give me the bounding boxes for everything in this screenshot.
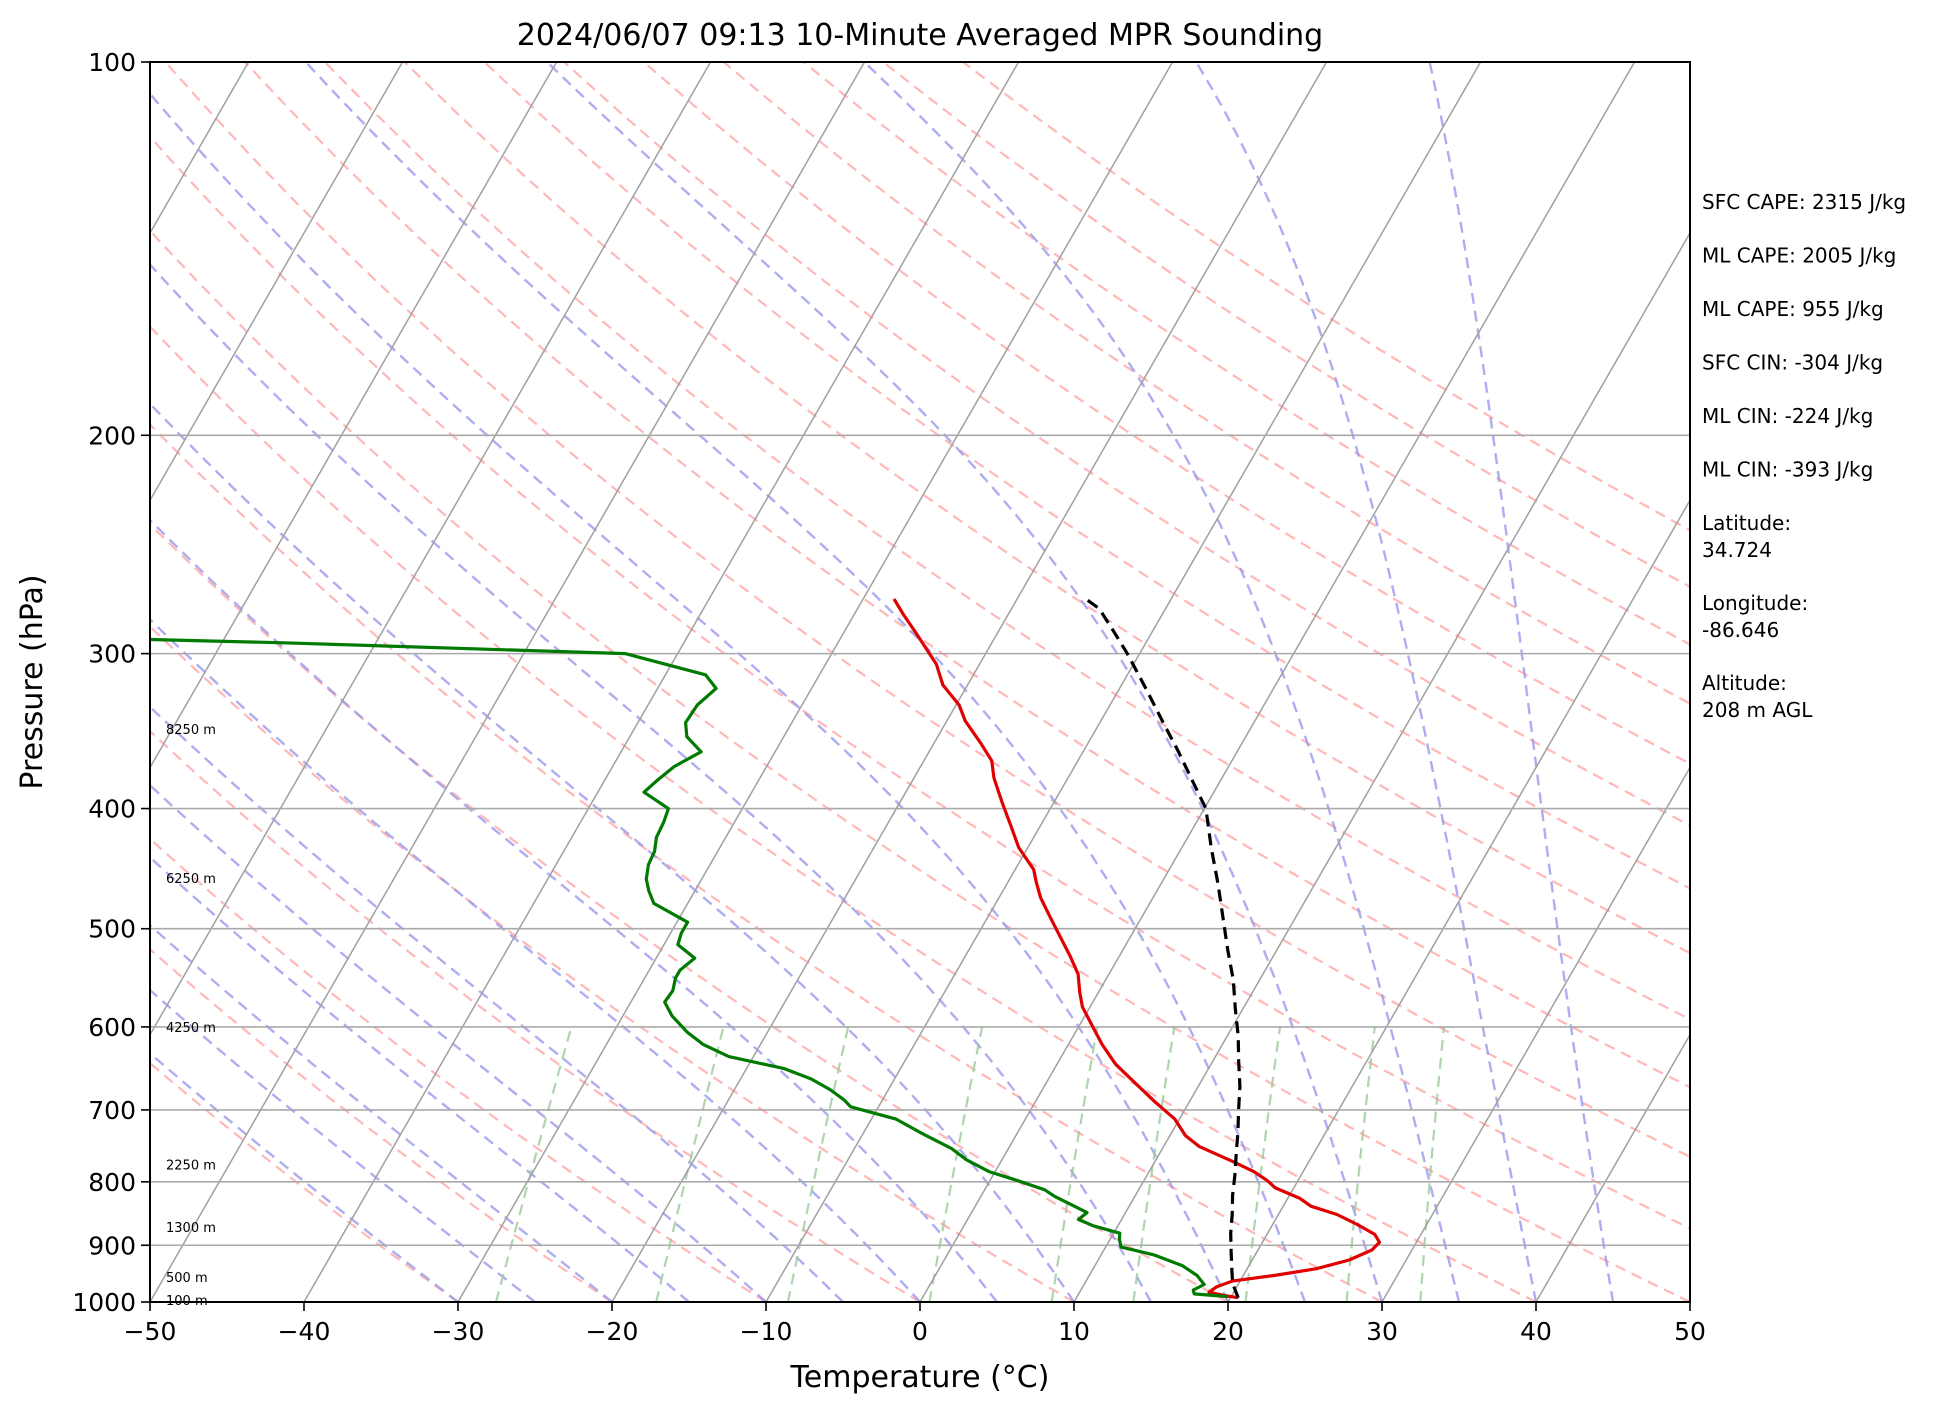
sounding-series: [150, 595, 1382, 1300]
mixing-ratio-line: [1345, 1026, 1376, 1302]
isotherm-line: [1073, 231, 1690, 1302]
sounding-parameter: SFC CAPE: 2315 J/kg: [1702, 190, 1906, 214]
height-label: 4250 m: [166, 1021, 216, 1036]
dry-adiabat-line: [802, 62, 1690, 646]
sounding-parameter: ML CAPE: 955 J/kg: [1702, 297, 1884, 321]
isotherm-line: [303, 62, 1020, 1302]
sounding-parameter: Latitude: 34.724: [1702, 511, 1791, 562]
isotherm-line: [765, 62, 1482, 1302]
y-tick-label: 200: [88, 421, 136, 450]
dry-adiabat-line: [150, 1061, 459, 1302]
y-tick-label: 500: [88, 915, 136, 944]
y-tick-label: 800: [88, 1168, 136, 1197]
dry-adiabat-line: [150, 947, 613, 1302]
x-tick-label: −40: [278, 1317, 331, 1346]
y-axis-title: Pressure (hPa): [15, 574, 50, 789]
dry-adiabat-line: [150, 625, 1075, 1302]
isotherm-line: [457, 62, 1174, 1302]
x-axis-title: Temperature (°C): [790, 1360, 1050, 1395]
dry-adiabat-line: [150, 422, 1383, 1302]
y-axis-ticks: 100 200 300 400 500 600 700 800 900 1000: [72, 48, 150, 1317]
x-tick-label: −10: [740, 1317, 793, 1346]
x-tick-label: −30: [432, 1317, 485, 1346]
y-tick-label: 400: [88, 795, 136, 824]
moist-adiabat-line: [150, 262, 1153, 1302]
dry-adiabat-line: [164, 62, 1690, 1159]
y-tick-label: 600: [88, 1013, 136, 1042]
y-tick-label: 1000: [72, 1288, 136, 1317]
mixing-ratio-line: [1419, 1026, 1446, 1302]
mixing-ratio-line: [1050, 1026, 1099, 1302]
moist-adiabat-line: [150, 705, 844, 1302]
sounding-parameter: SFC CIN: -304 J/kg: [1702, 351, 1883, 375]
mixing-ratio-line: [494, 1026, 573, 1302]
x-tick-label: 50: [1674, 1317, 1706, 1346]
moist-adiabat-line: [304, 62, 1307, 1302]
isotherm-line: [150, 62, 404, 502]
dry-adiabat-line: [150, 134, 1690, 1230]
moist-adiabat-line: [1428, 62, 1615, 1302]
sounding-parameter: ML CIN: -224 J/kg: [1702, 404, 1873, 428]
height-label: 6250 m: [166, 872, 216, 887]
dry-adiabat-line: [324, 62, 1690, 1021]
sounding-parameters: SFC CAPE: 2315 J/kg ML CAPE: 2005 J/kg ML …: [1702, 190, 1906, 722]
y-tick-label: 300: [88, 640, 136, 669]
height-label: 2250 m: [166, 1159, 216, 1174]
dry-adiabat-line: [150, 522, 1229, 1302]
y-tick-label: 700: [88, 1096, 136, 1125]
sounding-parameter: Altitude: 208 m AGL: [1702, 671, 1813, 722]
moist-adiabat-line: [150, 988, 536, 1302]
isotherm-line: [150, 62, 866, 1302]
dry-adiabat-line: [150, 324, 1537, 1302]
moist-adiabat-line: [150, 855, 690, 1302]
sounding-parameter: ML CIN: -393 J/kg: [1702, 458, 1873, 482]
dry-adiabat-line: [643, 62, 1690, 766]
sounding-parameter: ML CAPE: 2005 J/kg: [1702, 244, 1896, 268]
height-label: 1300 m: [166, 1221, 216, 1236]
background-lines: [150, 62, 1690, 1302]
isotherm-line: [150, 62, 712, 1037]
isotherm-line: [1381, 766, 1690, 1302]
x-tick-label: 10: [1058, 1317, 1090, 1346]
x-tick-label: −50: [124, 1317, 177, 1346]
moist-adiabat-line: [150, 92, 1230, 1302]
moist-adiabat-line: [150, 783, 767, 1302]
moist-adiabat-line: [1195, 62, 1538, 1302]
height-label: 8250 m: [166, 723, 216, 738]
dry-adiabat-line: [150, 729, 921, 1302]
isotherm-line: [919, 62, 1636, 1302]
height-label: 500 m: [166, 1271, 208, 1286]
y-tick-label: 100: [88, 48, 136, 77]
mixing-ratio-line: [1132, 1026, 1176, 1302]
sounding-series-line-1: [892, 598, 1382, 1300]
x-tick-label: 20: [1212, 1317, 1244, 1346]
y-tick-label: 900: [88, 1231, 136, 1260]
isotherm-line: [1535, 1033, 1690, 1302]
isotherm-line: [611, 62, 1328, 1302]
sounding-parameter: Longitude: -86.646: [1702, 591, 1808, 642]
mixing-ratio-line: [928, 1026, 984, 1302]
x-axis-ticks: −50 −40 −30 −20 −10 0 10 20 30 40 50: [124, 1302, 1706, 1346]
moist-adiabat-line: [546, 62, 1384, 1302]
x-tick-label: 40: [1520, 1317, 1552, 1346]
moist-adiabat-line: [150, 1051, 459, 1302]
moist-adiabat-line: [863, 62, 1461, 1302]
moist-adiabat-line: [150, 923, 613, 1302]
sounding-series-line-3: [1082, 595, 1242, 1299]
chart-title: 2024/06/07 09:13 10-Minute Averaged MPR …: [517, 18, 1323, 53]
x-tick-label: −20: [586, 1317, 639, 1346]
mixing-ratio-line: [786, 1026, 850, 1302]
isotherm-line: [1227, 498, 1690, 1302]
mixing-ratio-line: [655, 1026, 725, 1302]
x-tick-label: 0: [912, 1317, 928, 1346]
plot-frame: [149, 61, 1691, 1303]
dry-adiabat-line: [483, 62, 1690, 890]
dry-adiabat-line: [150, 229, 1690, 1302]
sounding-series-line-2: [150, 637, 1229, 1299]
dry-adiabat-line: [244, 62, 1690, 1089]
isotherm-line: [150, 62, 558, 770]
x-tick-label: 30: [1366, 1317, 1398, 1346]
